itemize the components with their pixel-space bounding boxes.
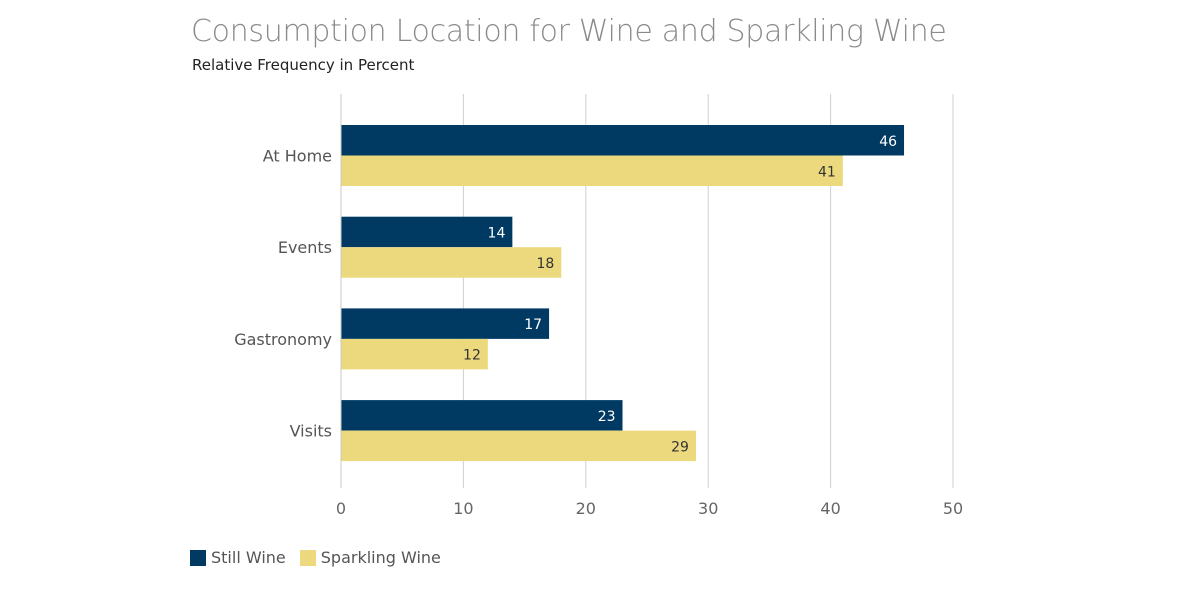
- data-label-still-wine-at-home: 46: [879, 134, 897, 150]
- x-tick-label-50: 50: [943, 499, 963, 518]
- bar-sparkling-wine-at-home: [341, 155, 843, 186]
- data-label-still-wine-gastronomy: 17: [524, 317, 542, 333]
- legend-item-still-wine: Still Wine: [190, 548, 286, 567]
- chart-subtitle: Relative Frequency in Percent: [192, 56, 415, 74]
- data-label-still-wine-events: 14: [488, 225, 506, 241]
- category-label-at-home: At Home: [263, 147, 332, 166]
- x-tick-label-10: 10: [453, 499, 473, 518]
- x-tick-label-30: 30: [698, 499, 718, 518]
- legend: Still Wine Sparkling Wine: [190, 548, 455, 567]
- data-label-sparkling-wine-visits: 29: [671, 439, 689, 455]
- x-tick-label-40: 40: [820, 499, 840, 518]
- x-tick-label-0: 0: [336, 499, 346, 518]
- bar-sparkling-wine-events: [341, 247, 562, 278]
- category-label-gastronomy: Gastronomy: [234, 330, 332, 349]
- bar-sparkling-wine-visits: [341, 430, 696, 462]
- x-tick-label-20: 20: [576, 499, 596, 518]
- legend-swatch-sparkling-wine: [299, 549, 316, 566]
- bar-still-wine-at-home: [341, 125, 905, 156]
- legend-item-sparkling-wine: Sparkling Wine: [299, 548, 441, 567]
- data-label-sparkling-wine-events: 18: [536, 256, 554, 272]
- legend-label-sparkling-wine: Sparkling Wine: [320, 548, 441, 567]
- legend-swatch-still-wine: [190, 549, 206, 566]
- data-label-sparkling-wine-gastronomy: 12: [463, 348, 481, 364]
- category-label-visits: Visits: [290, 422, 332, 441]
- bar-still-wine-gastronomy: [341, 308, 550, 339]
- category-label-events: Events: [278, 238, 332, 257]
- legend-label-still-wine: Still Wine: [211, 548, 286, 567]
- data-label-sparkling-wine-at-home: 41: [818, 164, 836, 180]
- bar-sparkling-wine-gastronomy: [341, 338, 488, 370]
- bar-still-wine-visits: [341, 400, 623, 431]
- bar-still-wine-events: [341, 216, 513, 248]
- chart-title: Consumption Location for Wine and Sparkl…: [191, 14, 947, 49]
- data-label-still-wine-visits: 23: [598, 409, 616, 425]
